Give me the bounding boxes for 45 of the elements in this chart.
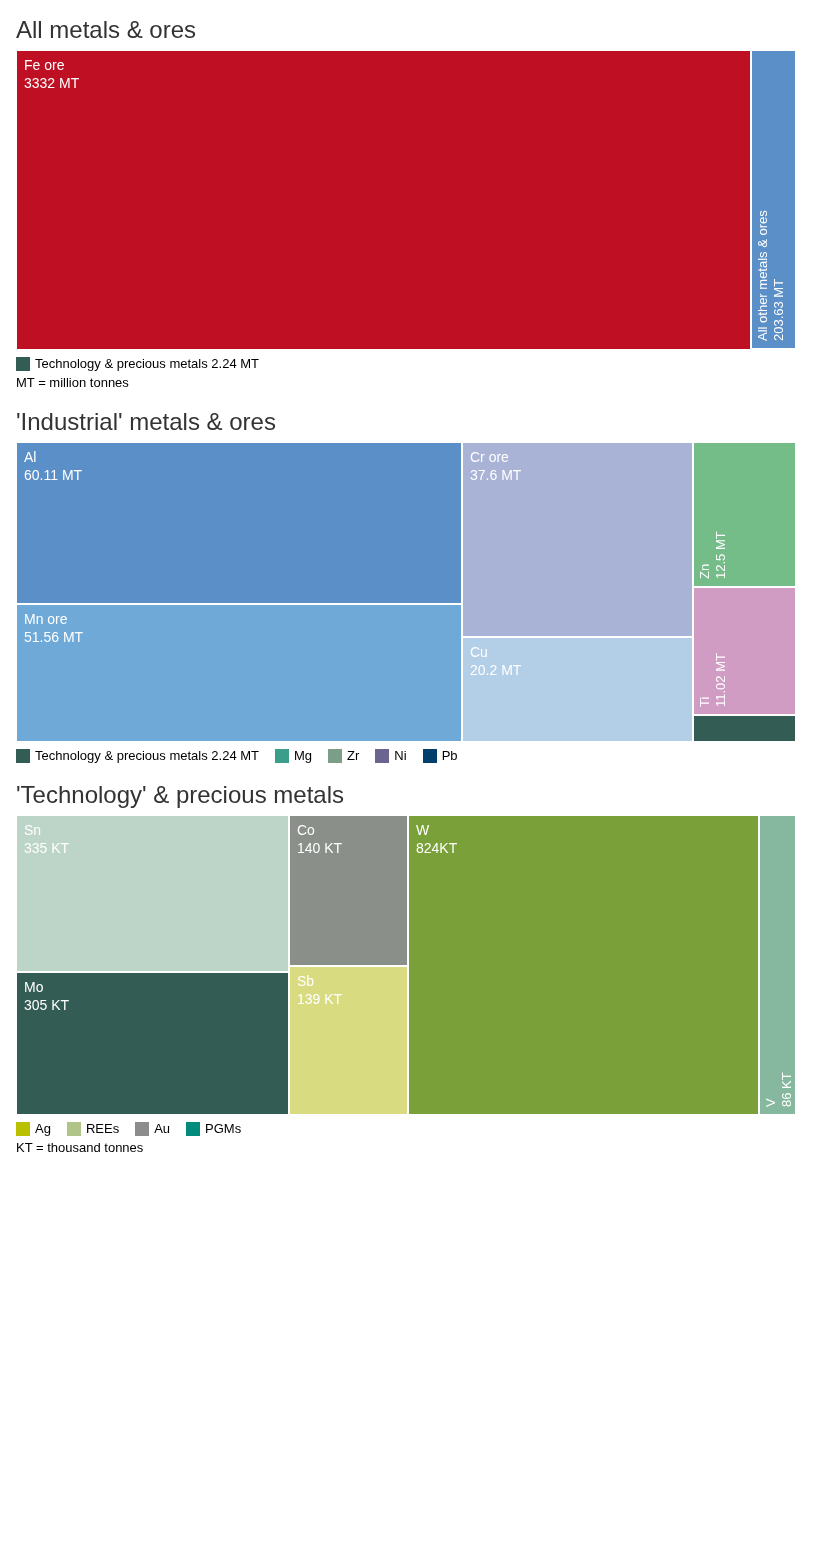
category-label: Fe ore	[24, 57, 65, 73]
category-label: All other metals & ores	[755, 209, 770, 341]
data-label: 335 KT	[24, 840, 70, 856]
category-label: PGMs	[205, 1121, 242, 1136]
text: MT = million tonnes	[16, 375, 130, 390]
category-label: Pb	[441, 748, 458, 763]
category-label: Technology & precious metals	[35, 356, 208, 371]
text: All metals & ores	[16, 16, 198, 44]
category-label: Ti	[697, 696, 712, 707]
data-label: 12.5 MT	[713, 531, 728, 579]
category-label: REEs	[85, 1121, 120, 1136]
category-label: Cu	[470, 644, 488, 660]
category-label: Mo	[24, 979, 44, 995]
category-label: Co	[297, 822, 316, 838]
data-label: 37.6 MT	[470, 467, 522, 483]
text: KT = thousand tonnes	[16, 1140, 145, 1155]
category-label: Sn	[24, 822, 42, 838]
data-label: 139 KT	[297, 991, 343, 1007]
data-label: 824KT	[416, 840, 458, 856]
category-label: V	[763, 1098, 778, 1107]
data-label: 2.24 MT	[211, 748, 259, 763]
data-label: 86 KT	[779, 1072, 794, 1107]
category-label: Sb	[297, 973, 315, 989]
category-label: Zr	[347, 748, 360, 763]
data-label: 51.56 MT	[24, 629, 84, 645]
category-label: Au	[154, 1121, 171, 1136]
category-label: Mg	[294, 748, 313, 763]
data-label: 20.2 MT	[470, 662, 522, 678]
category-label: Al	[24, 449, 37, 465]
text: 'Technology' & precious metals	[16, 781, 345, 809]
category-label: Technology & precious metals	[35, 748, 208, 763]
category-label: Ag	[35, 1121, 51, 1136]
category-label: W	[416, 822, 430, 838]
category-label: Mn ore	[24, 611, 68, 627]
category-label: Zn	[697, 563, 712, 579]
category-label: Cr ore	[470, 449, 510, 465]
data-label: 11.02 MT	[713, 652, 728, 707]
data-label: 60.11 MT	[24, 467, 83, 483]
data-label: 140 KT	[297, 840, 343, 856]
data-label: 3332 MT	[24, 75, 80, 91]
category-label: Ni	[394, 748, 407, 763]
data-label: 203.63 MT	[771, 278, 786, 341]
data-label: 2.24 MT	[211, 356, 259, 371]
text: 'Industrial' metals & ores	[16, 408, 277, 436]
data-label: 305 KT	[24, 997, 70, 1013]
